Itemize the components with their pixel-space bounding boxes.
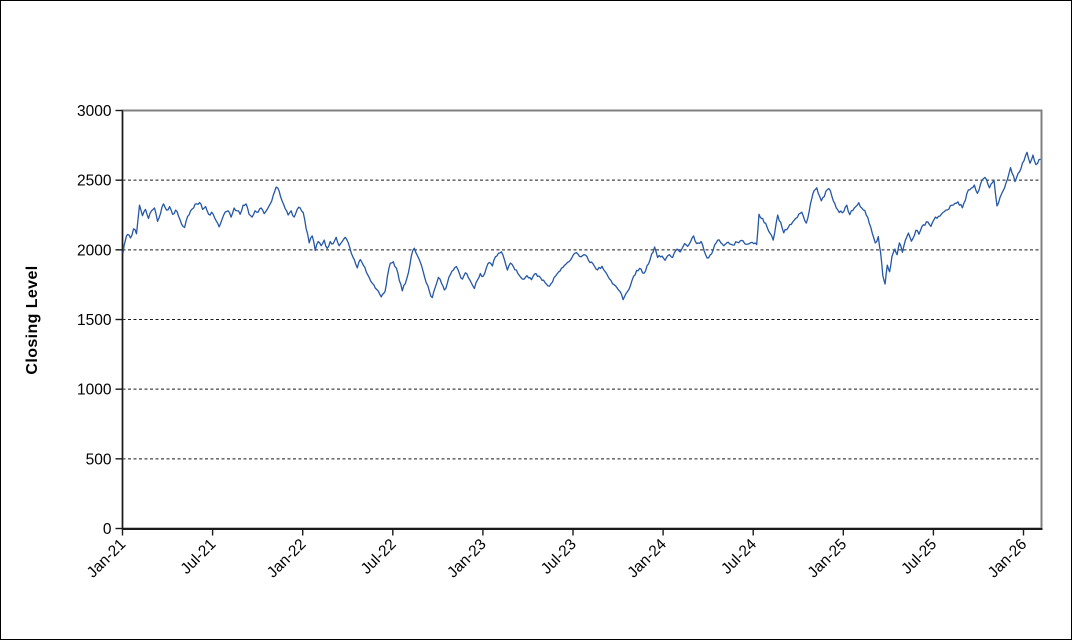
y-axis-labels: 0 500 1000 1500 2000 2500 3000 [77,103,112,538]
x-tick-label: Jan-22 [264,536,310,582]
y-tick-label: 1000 [77,382,112,399]
x-tick-label: Jul-24 [718,536,760,578]
x-tick-label: Jan-23 [444,536,490,582]
y-tick-label: 3000 [77,103,112,120]
y-tick-label: 2500 [77,173,112,190]
x-tick-label: Jan-24 [624,536,670,582]
x-tick-label: Jan-26 [985,536,1031,582]
y-tick-label: 500 [86,451,112,468]
x-tick-label: Jan-21 [84,536,130,582]
x-tick-label: Jan-25 [805,536,851,582]
y-tick-label: 2000 [77,242,112,259]
y-tick-label: 0 [103,521,112,538]
x-tick-label: Jul-23 [538,536,580,578]
x-tick-label: Jul-22 [358,536,400,578]
series-line-closing-level [122,151,1041,301]
x-axis-labels: Jan-21 Jul-21 Jan-22 Jul-22 Jan-23 Jul-23 Jan-… [84,536,1031,582]
y-axis-title: Closing Level [24,265,41,374]
x-tick-label: Jul-25 [898,536,940,578]
y-tick-label: 1500 [77,312,112,329]
x-tick-label: Jul-21 [178,536,220,578]
gridlines [122,179,1042,460]
data-series [122,151,1041,301]
axis-ticks [115,109,1025,536]
